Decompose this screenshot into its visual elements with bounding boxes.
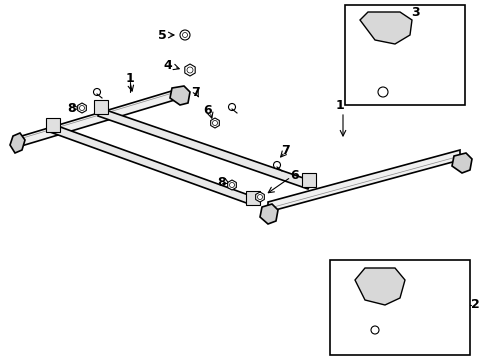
Text: 6: 6	[203, 104, 212, 117]
Circle shape	[186, 67, 193, 73]
Circle shape	[257, 194, 262, 199]
Polygon shape	[46, 118, 60, 132]
Bar	[329, 260, 469, 355]
Text: 8: 8	[67, 102, 76, 114]
Text: 7: 7	[190, 86, 199, 99]
Circle shape	[377, 87, 387, 97]
Circle shape	[229, 183, 234, 188]
Polygon shape	[260, 204, 278, 224]
Circle shape	[180, 30, 190, 40]
Text: 8: 8	[217, 176, 226, 189]
Text: 1: 1	[335, 99, 344, 112]
Circle shape	[182, 32, 187, 37]
Text: 2: 2	[469, 298, 478, 311]
Circle shape	[273, 162, 280, 168]
Text: 1: 1	[125, 72, 134, 85]
Text: 4: 4	[163, 59, 172, 72]
Polygon shape	[267, 150, 459, 212]
Polygon shape	[245, 191, 260, 205]
Polygon shape	[354, 268, 404, 305]
Text: 6: 6	[290, 168, 299, 181]
Text: 5: 5	[157, 28, 166, 41]
Polygon shape	[94, 100, 108, 114]
Circle shape	[228, 104, 235, 111]
Circle shape	[370, 326, 378, 334]
Polygon shape	[359, 12, 411, 44]
Polygon shape	[10, 133, 25, 153]
Polygon shape	[50, 124, 253, 205]
Polygon shape	[15, 90, 178, 147]
Polygon shape	[451, 153, 471, 173]
Circle shape	[212, 121, 217, 126]
Circle shape	[80, 105, 84, 111]
Polygon shape	[170, 86, 190, 105]
Text: 7: 7	[280, 144, 289, 157]
Text: 3: 3	[410, 5, 418, 18]
Polygon shape	[302, 173, 315, 187]
Polygon shape	[98, 108, 311, 189]
Circle shape	[93, 89, 101, 95]
Bar	[345, 5, 464, 105]
